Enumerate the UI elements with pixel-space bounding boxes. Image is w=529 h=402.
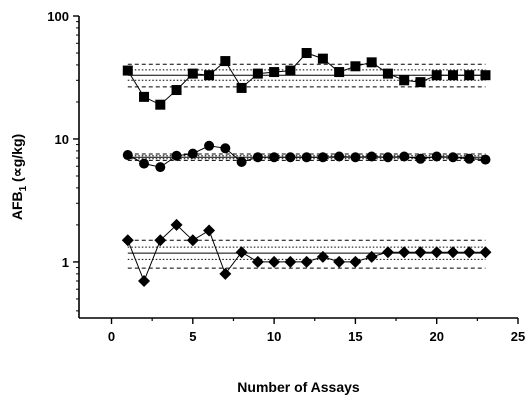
data-point (122, 65, 133, 76)
data-point (415, 153, 426, 164)
data-point (220, 143, 231, 154)
data-point (268, 255, 281, 268)
data-point (399, 151, 410, 162)
y-tick-label: 1 (62, 255, 69, 270)
data-point (447, 152, 458, 163)
data-point (464, 70, 475, 81)
data-point (252, 152, 263, 163)
data-point (366, 151, 377, 162)
data-point (480, 70, 491, 81)
data-point (171, 150, 182, 161)
data-point (187, 148, 198, 159)
data-point (236, 82, 247, 93)
data-point (155, 162, 166, 173)
data-point (431, 151, 442, 162)
data-point (349, 255, 362, 268)
data-point (381, 246, 394, 259)
y-axis-title-subscript: 1 (18, 185, 29, 191)
data-point (203, 224, 216, 237)
data-point (122, 150, 133, 161)
data-point (301, 152, 312, 163)
data-point (334, 151, 345, 162)
data-point (154, 234, 167, 247)
x-tick-label: 0 (108, 329, 115, 344)
data-point (317, 53, 328, 64)
data-point (186, 234, 199, 247)
series-group (121, 48, 492, 287)
data-point (301, 48, 312, 59)
data-point (350, 152, 361, 163)
y-tick-label: 100 (47, 9, 69, 24)
x-tick-label: 10 (267, 329, 281, 344)
data-point (236, 156, 247, 167)
data-point (317, 152, 328, 163)
data-point (480, 154, 491, 165)
x-tick-label: 25 (511, 329, 525, 344)
data-point (204, 70, 215, 81)
data-point (138, 274, 151, 287)
data-point (269, 152, 280, 163)
data-point (430, 246, 443, 259)
y-axis-title-main: AFB (9, 191, 25, 220)
data-point (170, 218, 183, 231)
data-point (415, 77, 426, 88)
data-point (333, 255, 346, 268)
y-axis-title: AFB1 (∝g/kg) (9, 134, 29, 220)
data-point (365, 250, 378, 263)
data-point (285, 65, 296, 76)
data-point (269, 67, 280, 78)
data-point (382, 152, 393, 163)
data-point (121, 234, 134, 247)
y-axis-title-unit: (∝g/kg) (9, 134, 25, 186)
x-tick-label: 5 (189, 329, 196, 344)
data-point (187, 68, 198, 79)
data-point (382, 68, 393, 79)
data-point (171, 85, 182, 96)
data-point (366, 57, 377, 68)
data-point (446, 246, 459, 259)
data-point (398, 246, 411, 259)
data-point (219, 267, 232, 280)
data-point (350, 61, 361, 72)
y-tick-label: 10 (55, 132, 69, 147)
x-tick-label: 15 (348, 329, 362, 344)
ticks: 0 5 10 15 20 25 1 10 100 (47, 9, 525, 344)
data-point (316, 250, 329, 263)
data-point (220, 56, 231, 67)
data-point (251, 255, 264, 268)
data-point (414, 246, 427, 259)
data-point (399, 75, 410, 86)
data-point (447, 70, 458, 81)
data-point (155, 99, 166, 110)
x-tick-label: 20 (429, 329, 443, 344)
x-axis-title: Number of Assays (237, 379, 360, 395)
data-point (300, 255, 313, 268)
data-point (139, 158, 150, 169)
data-point (463, 246, 476, 259)
data-point (139, 91, 150, 102)
data-point (479, 246, 492, 259)
data-point (235, 246, 248, 259)
data-point (204, 140, 215, 151)
data-point (252, 68, 263, 79)
data-point (285, 152, 296, 163)
data-point (284, 255, 297, 268)
data-point (431, 70, 442, 81)
data-point (464, 153, 475, 164)
data-point (334, 67, 345, 78)
